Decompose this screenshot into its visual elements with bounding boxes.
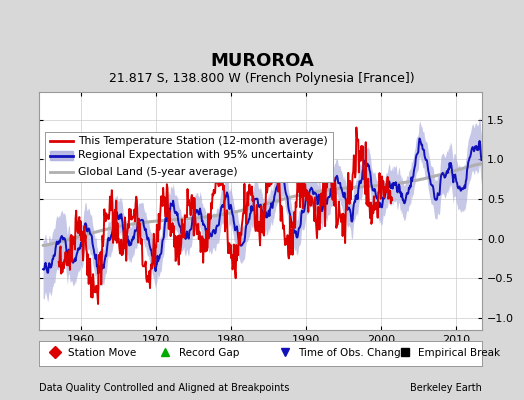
Text: Empirical Break: Empirical Break xyxy=(418,348,500,358)
Text: Record Gap: Record Gap xyxy=(179,348,239,358)
Text: MUROROA: MUROROA xyxy=(210,52,314,70)
Text: This Temperature Station (12-month average): This Temperature Station (12-month avera… xyxy=(78,136,328,146)
Text: Data Quality Controlled and Aligned at Breakpoints: Data Quality Controlled and Aligned at B… xyxy=(39,383,290,393)
Text: Time of Obs. Change: Time of Obs. Change xyxy=(298,348,407,358)
Text: 21.817 S, 138.800 W (French Polynesia [France]): 21.817 S, 138.800 W (French Polynesia [F… xyxy=(109,72,415,85)
Text: Berkeley Earth: Berkeley Earth xyxy=(410,383,482,393)
Text: Station Move: Station Move xyxy=(68,348,136,358)
Text: Global Land (5-year average): Global Land (5-year average) xyxy=(78,167,237,177)
Text: Regional Expectation with 95% uncertainty: Regional Expectation with 95% uncertaint… xyxy=(78,150,313,160)
